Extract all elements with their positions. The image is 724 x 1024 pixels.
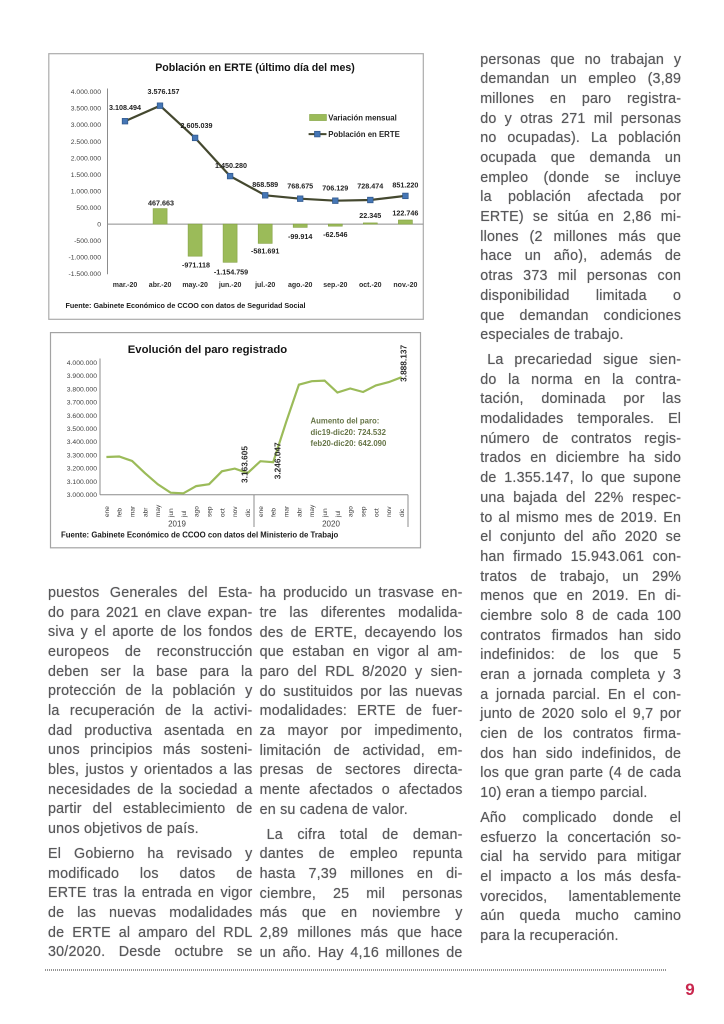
svg-text:3.888.137: 3.888.137 <box>399 345 409 382</box>
svg-text:4.000.000: 4.000.000 <box>71 89 101 96</box>
svg-text:dic19-dic20: 724.532: dic19-dic20: 724.532 <box>311 428 387 437</box>
svg-text:oct: oct <box>219 508 226 517</box>
svg-text:jul: jul <box>335 510 342 518</box>
svg-text:4.000.000: 4.000.000 <box>67 360 97 367</box>
svg-text:3.900.000: 3.900.000 <box>67 373 97 380</box>
svg-text:3.000.000: 3.000.000 <box>67 492 97 499</box>
svg-text:3.300.000: 3.300.000 <box>67 453 97 460</box>
svg-text:ene: ene <box>104 506 111 517</box>
svg-text:-1.154.759: -1.154.759 <box>214 267 248 276</box>
svg-text:dic: dic <box>399 508 406 517</box>
svg-text:jul.-20: jul.-20 <box>254 282 275 289</box>
svg-text:1.000.000: 1.000.000 <box>71 188 101 195</box>
svg-text:nov: nov <box>232 506 239 517</box>
svg-text:ago: ago <box>194 506 201 517</box>
svg-text:-500.000: -500.000 <box>74 238 101 245</box>
svg-text:2020: 2020 <box>322 520 340 529</box>
svg-text:sep.-20: sep.-20 <box>323 282 347 289</box>
svg-text:may: may <box>309 504 316 517</box>
svg-text:3.700.000: 3.700.000 <box>67 400 97 407</box>
svg-text:2.000.000: 2.000.000 <box>71 155 101 162</box>
svg-text:3.246.047: 3.246.047 <box>273 442 283 479</box>
svg-text:2019: 2019 <box>168 520 186 529</box>
svg-text:Población en ERTE (último día: Población en ERTE (último día del mes) <box>155 62 355 74</box>
svg-text:nov: nov <box>386 506 393 517</box>
svg-text:Variación mensual: Variación mensual <box>328 113 396 122</box>
svg-text:oct.-20: oct.-20 <box>359 282 382 289</box>
svg-text:Fuente: Gabinete Económico de: Fuente: Gabinete Económico de CCOO con d… <box>66 301 306 310</box>
svg-text:467.663: 467.663 <box>148 198 174 207</box>
svg-text:ago.-20: ago.-20 <box>288 282 313 289</box>
svg-text:ago: ago <box>348 506 355 517</box>
svg-text:Aumento del paro:: Aumento del paro: <box>311 417 380 426</box>
svg-text:may.-20: may.-20 <box>182 282 208 289</box>
svg-text:jun: jun <box>168 508 175 518</box>
svg-text:706.129: 706.129 <box>322 184 348 193</box>
svg-text:mar: mar <box>130 505 137 517</box>
svg-text:3.500.000: 3.500.000 <box>67 426 97 433</box>
svg-text:122.746: 122.746 <box>392 208 418 217</box>
svg-text:jul: jul <box>181 510 188 518</box>
svg-text:3.200.000: 3.200.000 <box>67 466 97 473</box>
svg-text:abr: abr <box>296 507 303 517</box>
svg-text:3.163.605: 3.163.605 <box>239 446 249 483</box>
svg-text:ene: ene <box>258 506 265 517</box>
svg-text:851.220: 851.220 <box>392 181 418 190</box>
svg-text:3.400.000: 3.400.000 <box>67 439 97 446</box>
svg-text:3.108.494: 3.108.494 <box>109 103 141 112</box>
svg-text:868.589: 868.589 <box>252 180 278 189</box>
svg-text:-1.000.000: -1.000.000 <box>68 255 101 262</box>
svg-text:mar: mar <box>284 505 291 517</box>
svg-text:0: 0 <box>97 222 101 229</box>
svg-text:mar.-20: mar.-20 <box>113 282 138 289</box>
svg-text:abr.-20: abr.-20 <box>149 282 172 289</box>
svg-text:3.600.000: 3.600.000 <box>67 413 97 420</box>
svg-text:3.576.157: 3.576.157 <box>148 87 180 96</box>
svg-text:3.100.000: 3.100.000 <box>67 479 97 486</box>
svg-text:dic: dic <box>245 508 252 517</box>
svg-text:may: may <box>155 504 162 517</box>
svg-text:sep: sep <box>207 506 214 517</box>
svg-text:oct: oct <box>373 508 380 517</box>
svg-text:feb: feb <box>117 508 124 517</box>
svg-text:-62.546: -62.546 <box>323 230 347 239</box>
svg-text:22.345: 22.345 <box>359 211 381 220</box>
svg-text:3.000.000: 3.000.000 <box>71 122 101 129</box>
svg-text:Fuente: Gabinete Económico de: Fuente: Gabinete Económico de CCOO con d… <box>61 531 338 540</box>
svg-text:2.605.039: 2.605.039 <box>181 121 213 130</box>
svg-text:1.450.280: 1.450.280 <box>215 161 247 170</box>
svg-text:sep: sep <box>361 506 368 517</box>
svg-text:1.500.000: 1.500.000 <box>71 172 101 179</box>
svg-text:abr: abr <box>142 507 149 517</box>
svg-text:500.000: 500.000 <box>76 205 101 212</box>
svg-text:-581.691: -581.691 <box>251 246 279 255</box>
svg-text:3.500.000: 3.500.000 <box>71 106 101 113</box>
svg-text:2.500.000: 2.500.000 <box>71 139 101 146</box>
svg-text:Evolución del paro registrado: Evolución del paro registrado <box>128 344 288 356</box>
svg-text:-1.500.000: -1.500.000 <box>68 271 101 278</box>
svg-text:728.474: 728.474 <box>357 182 383 191</box>
svg-text:feb20-dic20: 642.090: feb20-dic20: 642.090 <box>311 439 388 448</box>
svg-text:3.800.000: 3.800.000 <box>67 386 97 393</box>
svg-text:jun.-20: jun.-20 <box>218 282 242 289</box>
svg-text:-971.118: -971.118 <box>182 260 210 269</box>
svg-text:768.675: 768.675 <box>287 182 313 191</box>
svg-text:Población en ERTE: Población en ERTE <box>328 130 399 139</box>
svg-text:-99.914: -99.914 <box>288 232 312 241</box>
svg-text:jun: jun <box>322 508 329 518</box>
svg-text:feb: feb <box>271 508 278 517</box>
svg-text:nov.-20: nov.-20 <box>393 282 417 289</box>
